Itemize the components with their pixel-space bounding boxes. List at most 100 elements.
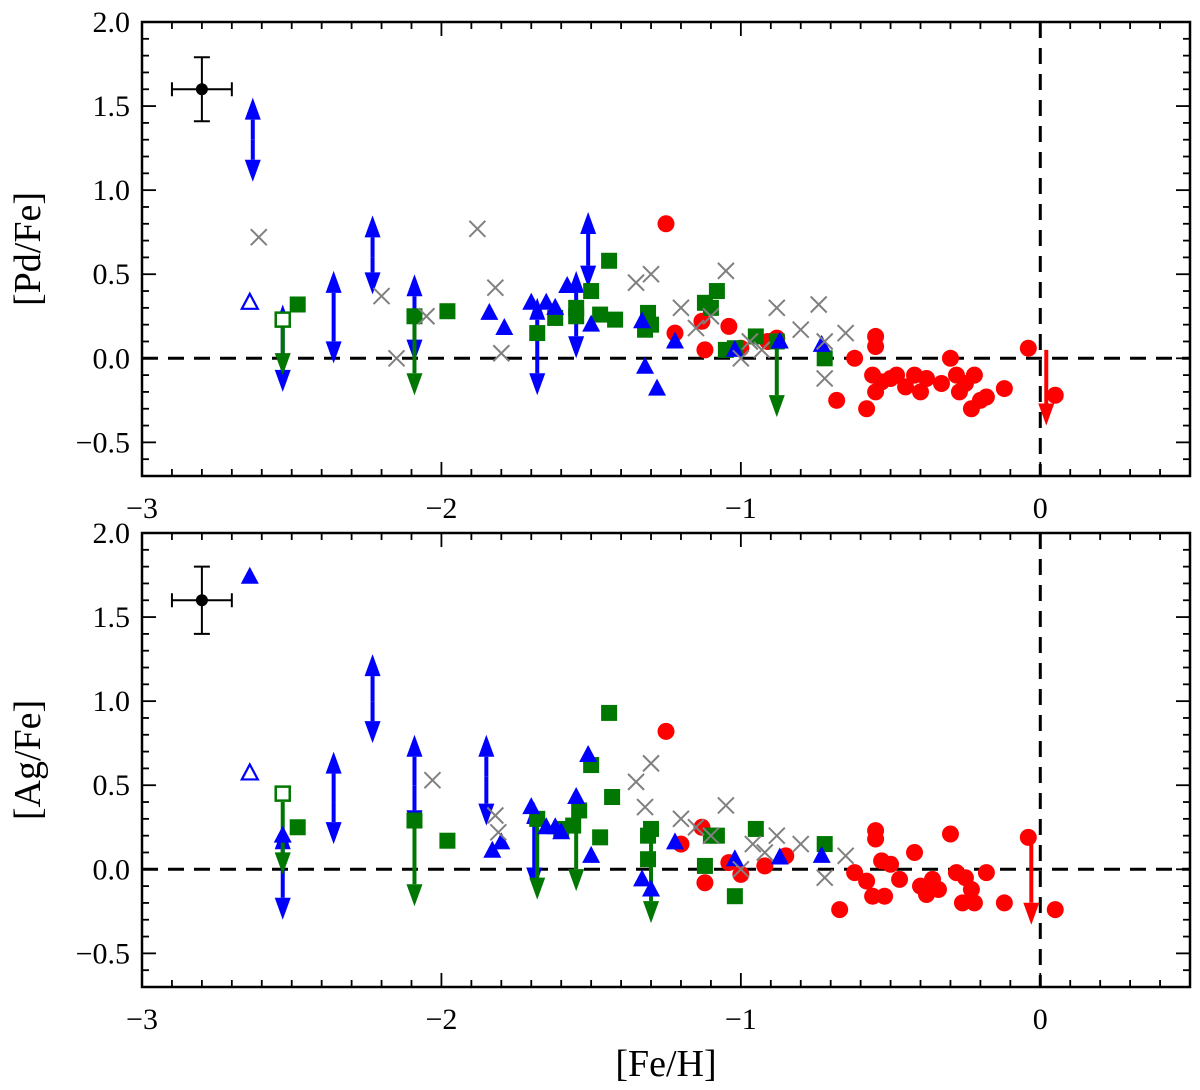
data-point-cross bbox=[642, 754, 660, 773]
data-point-triangle bbox=[582, 845, 601, 863]
pd-panel: −0.5 0.0 0.5 1.0 1.5 2.0 −3 −2 −1 0 [Pd/Fe] bbox=[7, 6, 1192, 525]
limit-arrow-head bbox=[580, 212, 597, 235]
data-point-cross bbox=[768, 299, 786, 317]
data-point-cross bbox=[792, 321, 810, 339]
data-point-triangle bbox=[558, 275, 577, 293]
data-point-square bbox=[643, 316, 660, 333]
limit-arrow bbox=[580, 249, 597, 288]
data-point-circle bbox=[941, 825, 959, 843]
data-point-triangle bbox=[483, 840, 502, 858]
limit-arrow bbox=[529, 333, 546, 396]
data-point-triangle bbox=[725, 339, 744, 357]
data-point-square bbox=[583, 283, 600, 300]
data-point-cross bbox=[810, 295, 828, 314]
cross-stroke bbox=[792, 321, 810, 339]
data-point-square bbox=[529, 325, 546, 342]
plot-frame bbox=[140, 531, 1192, 989]
cross-stroke bbox=[717, 262, 735, 280]
data-point-cross bbox=[687, 319, 705, 337]
x-tick-label: −3 bbox=[126, 1003, 158, 1036]
limit-arrow-head bbox=[274, 369, 291, 392]
limit-arrow bbox=[768, 341, 785, 418]
data-point-circle bbox=[858, 872, 876, 890]
data-point-cross bbox=[792, 835, 810, 853]
data-point-circle bbox=[995, 894, 1013, 912]
cross-stroke bbox=[815, 868, 834, 887]
cross-stroke bbox=[836, 324, 855, 342]
limit-arrow-head bbox=[274, 852, 291, 875]
limit-arrow-head bbox=[529, 877, 546, 900]
limit-arrow-head bbox=[643, 901, 660, 924]
y-axis-label: [Ag/Fe] bbox=[7, 700, 49, 820]
data-point-cross bbox=[741, 332, 759, 351]
typical-error-bar bbox=[170, 56, 233, 123]
limit-arrow bbox=[406, 822, 423, 907]
limit-arrow-head bbox=[1038, 403, 1055, 426]
limit-arrow bbox=[325, 802, 342, 845]
data-point-triangle bbox=[665, 832, 684, 850]
limit-arrow-head bbox=[580, 265, 597, 288]
data-point-circle bbox=[918, 369, 936, 387]
data-point-cross bbox=[627, 273, 645, 292]
cross-stroke bbox=[702, 826, 720, 845]
plot-frame bbox=[140, 20, 1192, 478]
limit-arrow bbox=[274, 324, 291, 376]
data-point-circle bbox=[977, 864, 995, 882]
error-bar-point bbox=[195, 83, 208, 96]
limit-arrow-head bbox=[364, 272, 381, 295]
data-point-square-open bbox=[274, 311, 291, 328]
data-point-circle bbox=[858, 400, 876, 418]
data-point-square bbox=[439, 303, 456, 320]
cross-stroke bbox=[642, 265, 660, 283]
limit-arrow bbox=[364, 701, 381, 744]
data-point-cross bbox=[702, 307, 720, 325]
y-tick-label: 0.5 bbox=[93, 769, 131, 802]
data-point-triangle bbox=[495, 318, 514, 336]
limit-arrow-head bbox=[274, 897, 291, 920]
data-point-circle bbox=[1019, 828, 1037, 846]
limit-arrow-head bbox=[244, 97, 261, 120]
y-tick-label: −0.5 bbox=[76, 937, 130, 970]
data-point-circle bbox=[929, 880, 947, 898]
y-tick-label: 1.5 bbox=[93, 90, 131, 123]
cross-stroke bbox=[372, 287, 391, 305]
limit-arrow bbox=[364, 654, 381, 702]
data-point-cross bbox=[815, 369, 834, 388]
cross-stroke bbox=[627, 773, 645, 791]
limit-arrow-head bbox=[325, 270, 342, 293]
limit-arrow-head bbox=[406, 373, 423, 396]
data-point-square bbox=[406, 812, 423, 829]
typical-error-bar bbox=[170, 565, 233, 635]
limit-arrow-head bbox=[406, 884, 423, 907]
data-point-circle bbox=[867, 338, 885, 356]
data-point-square bbox=[640, 851, 657, 868]
data-point-cross bbox=[717, 796, 735, 815]
data-point-circle bbox=[876, 887, 894, 905]
cross-stroke bbox=[486, 806, 505, 825]
data-point-square bbox=[289, 819, 306, 836]
data-point-cross bbox=[372, 287, 391, 305]
limit-arrow bbox=[325, 270, 342, 305]
limit-arrow-head bbox=[568, 336, 585, 359]
limit-arrow-head bbox=[478, 734, 495, 757]
data-point-square bbox=[607, 311, 624, 328]
data-point-cross bbox=[687, 818, 705, 836]
y-tick-label: −0.5 bbox=[76, 426, 130, 459]
data-point-circle bbox=[657, 722, 675, 740]
data-point-square bbox=[592, 829, 609, 846]
data-point-cross bbox=[702, 826, 720, 845]
limit-arrow-head bbox=[768, 395, 785, 418]
data-point-circle bbox=[977, 388, 995, 406]
x-tick-label: −1 bbox=[725, 492, 757, 525]
data-point-circle bbox=[720, 317, 738, 335]
data-point-circle bbox=[696, 874, 714, 892]
y-tick-label: 0.5 bbox=[93, 258, 131, 291]
cross-stroke bbox=[627, 273, 645, 292]
data-point-circle bbox=[897, 378, 915, 396]
data-point-circle bbox=[846, 864, 864, 882]
data-point-square bbox=[816, 350, 833, 367]
data-point-square-open bbox=[274, 785, 291, 802]
data-point-square bbox=[696, 857, 713, 874]
limit-arrow-head bbox=[529, 373, 546, 396]
